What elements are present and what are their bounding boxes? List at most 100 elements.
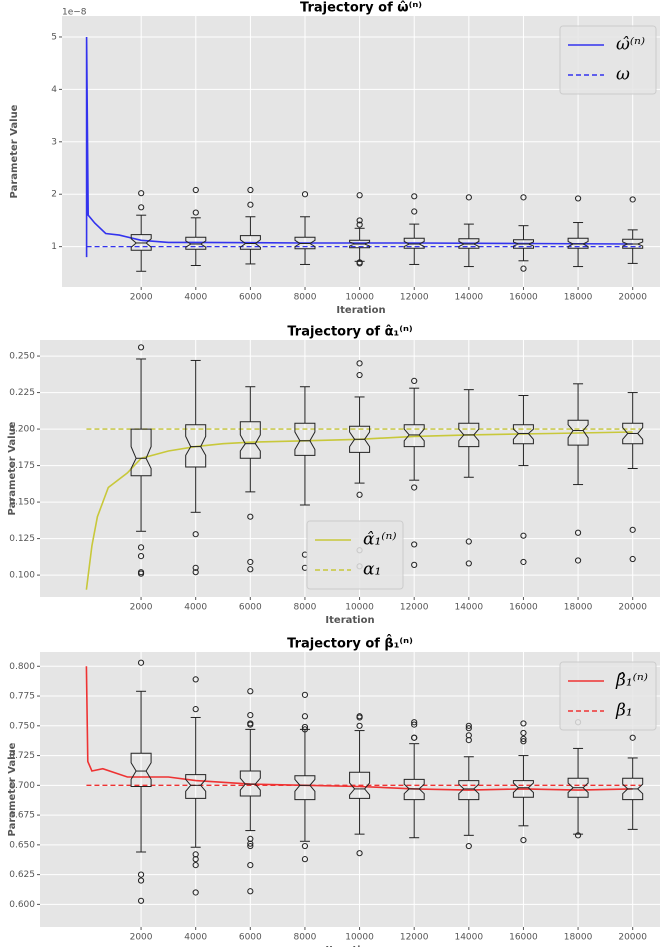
boxplot: [512, 394, 534, 566]
chart-title: Trajectory of β̂₁⁽ⁿ⁾: [287, 634, 413, 651]
x-tick-label: 10000: [345, 933, 374, 943]
y-tick-label: 0.600: [9, 900, 35, 910]
outlier: [356, 217, 363, 224]
outlier: [411, 193, 418, 200]
boxplot: [294, 691, 316, 863]
box: [130, 234, 152, 251]
box: [349, 771, 371, 799]
x-tick-label: 8000: [294, 293, 317, 303]
box: [458, 780, 480, 801]
outlier: [192, 676, 199, 683]
y-tick-label: 5: [51, 32, 57, 42]
y-axis-label: Parameter Value: [7, 421, 18, 515]
outlier: [411, 377, 418, 384]
outlier: [411, 484, 418, 491]
box: [239, 235, 261, 250]
outlier: [137, 871, 145, 878]
x-tick-label: 6000: [239, 933, 262, 943]
outlier: [301, 191, 309, 198]
outlier: [192, 889, 199, 896]
boxplot: [567, 195, 589, 268]
outlier: [192, 706, 199, 713]
boxplot: [403, 193, 425, 265]
y-tick-label: 0.250: [9, 352, 35, 362]
x-tick-label: 4000: [184, 293, 207, 303]
outlier: [247, 888, 254, 895]
x-tick-label: 12000: [400, 293, 429, 303]
box: [185, 774, 207, 799]
box: [349, 425, 371, 453]
outlier: [192, 569, 199, 576]
boxplot: [349, 713, 371, 857]
boxplot: [403, 719, 425, 839]
y-tick-label: 4: [51, 85, 57, 95]
legend: ω̂⁽ⁿ⁾ ω: [559, 25, 657, 95]
boxplot: [458, 722, 480, 850]
outlier: [520, 265, 527, 272]
legend-box: [559, 661, 657, 731]
box: [239, 770, 261, 797]
outlier: [520, 558, 527, 566]
outlier: [411, 721, 418, 728]
box: [294, 775, 316, 801]
outlier: [301, 726, 309, 733]
outlier: [629, 526, 636, 533]
legend-label: α₁: [363, 560, 381, 580]
outlier: [465, 842, 472, 850]
outlier: [520, 194, 527, 201]
box: [622, 238, 644, 249]
outlier: [137, 344, 145, 351]
outlier: [247, 721, 254, 728]
trajectory-line: [85, 36, 633, 258]
x-tick-label: 20000: [618, 603, 647, 613]
outlier: [411, 561, 418, 568]
chart-title: Trajectory of α̂₁⁽ⁿ⁾: [287, 325, 413, 340]
x-tick-label: 16000: [509, 933, 538, 943]
outlier: [356, 221, 363, 228]
offset-text: 1e−8: [62, 8, 87, 18]
boxplot: [513, 194, 534, 272]
y-tick-label: 0.625: [9, 870, 35, 880]
legend-label: α̂₁⁽ⁿ⁾: [363, 530, 397, 550]
y-axis-label: Parameter Value: [9, 104, 20, 198]
outlier: [356, 371, 363, 379]
y-tick-label: 0.150: [9, 498, 35, 508]
x-tick-label: 16000: [509, 293, 538, 303]
x-axis-label: Iteration: [325, 615, 374, 626]
y-tick-label: 0.800: [9, 662, 35, 672]
outlier: [356, 850, 363, 857]
box: [294, 236, 316, 250]
x-tick-label: 20000: [618, 293, 647, 303]
x-tick-label: 10000: [345, 603, 374, 613]
outlier: [192, 856, 199, 863]
boxplot: [239, 386, 261, 573]
box: [239, 421, 261, 459]
boxplot: [622, 392, 644, 563]
outlier: [247, 186, 254, 194]
y-tick-label: 0.650: [9, 840, 35, 850]
outlier: [247, 861, 254, 869]
outlier: [465, 194, 472, 201]
outlier: [192, 861, 199, 869]
y-tick-label: 0.750: [9, 721, 35, 731]
box: [294, 422, 316, 456]
x-tick-label: 12000: [400, 603, 429, 613]
x-tick-label: 10000: [345, 293, 374, 303]
legend-box: [559, 25, 657, 95]
outlier: [192, 186, 199, 194]
outlier: [137, 570, 145, 577]
outlier: [137, 897, 145, 904]
outlier: [356, 722, 363, 729]
outlier: [137, 659, 145, 666]
outlier: [138, 190, 145, 197]
panel: Trajectory of ω̂⁽ⁿ⁾ 1 2 3 4 5 2000 4000 6000 8000…: [9, 1, 660, 316]
box: [567, 419, 589, 446]
outlier: [247, 840, 254, 847]
outlier: [247, 566, 254, 573]
boxplot: [185, 676, 207, 896]
box: [130, 752, 152, 787]
outlier: [520, 738, 527, 745]
x-axis-label: Iteration: [336, 305, 385, 316]
box: [130, 428, 152, 477]
x-tick-label: 8000: [293, 933, 316, 943]
